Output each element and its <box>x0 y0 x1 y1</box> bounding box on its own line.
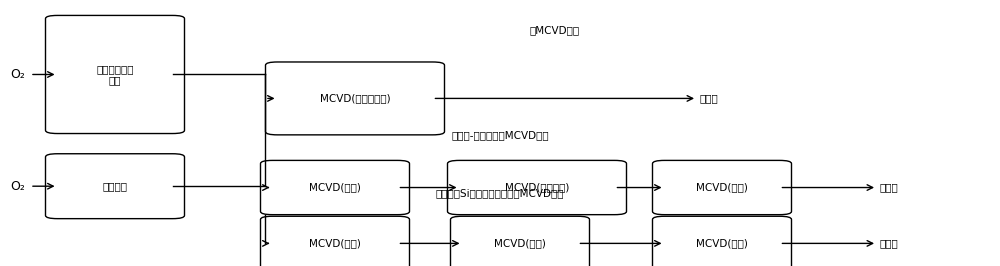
Text: 四氯化硅: 四氯化硅 <box>103 181 128 191</box>
Text: （溶胶-凝胶配合的MCVD法）: （溶胶-凝胶配合的MCVD法） <box>451 131 549 141</box>
Text: 催化剂: 催化剂 <box>880 238 899 248</box>
Text: MCVD(熔制): MCVD(熔制) <box>696 182 748 193</box>
FancyBboxPatch shape <box>46 15 184 134</box>
FancyBboxPatch shape <box>652 160 792 215</box>
FancyBboxPatch shape <box>260 160 410 215</box>
FancyBboxPatch shape <box>448 160 626 215</box>
Text: MCVD(沉积、熔制): MCVD(沉积、熔制) <box>320 93 390 103</box>
Text: 催化剂: 催化剂 <box>700 93 719 103</box>
Text: 挥发性掺杂金
属盐: 挥发性掺杂金 属盐 <box>96 64 134 85</box>
Text: O₂: O₂ <box>10 68 25 81</box>
FancyBboxPatch shape <box>450 216 590 266</box>
Text: （多孔质Si化合物浸润配合的MCVD法）: （多孔质Si化合物浸润配合的MCVD法） <box>436 188 564 198</box>
Text: MCVD(熔制): MCVD(熔制) <box>696 238 748 248</box>
Text: MCVD(沉积): MCVD(沉积) <box>309 238 361 248</box>
Text: 催化剂: 催化剂 <box>880 182 899 193</box>
FancyBboxPatch shape <box>260 216 410 266</box>
Text: MCVD(沉积): MCVD(沉积) <box>309 182 361 193</box>
FancyBboxPatch shape <box>652 216 792 266</box>
Text: （MCVD法）: （MCVD法） <box>530 26 580 36</box>
Text: MCVD(溶胶凝胶): MCVD(溶胶凝胶) <box>505 182 569 193</box>
FancyBboxPatch shape <box>265 62 444 135</box>
FancyBboxPatch shape <box>46 154 184 219</box>
Text: O₂: O₂ <box>10 180 25 193</box>
Text: MCVD(浸渍): MCVD(浸渍) <box>494 238 546 248</box>
